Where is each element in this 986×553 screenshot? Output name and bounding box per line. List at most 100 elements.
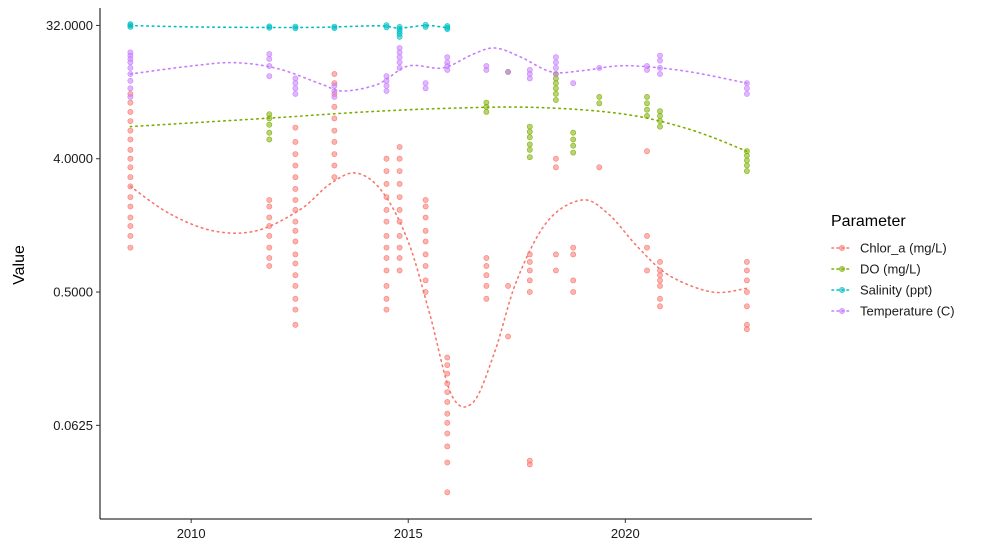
legend-item-chlor-a-mg-l: Chlor_a (mg/L) [831,241,947,256]
point-salinity-ppt [422,21,429,28]
point-chlor-a-mg-l [444,459,451,466]
point-chlor-a-mg-l [526,277,533,284]
point-do-mg-l [266,121,273,128]
point-do-mg-l [570,129,577,136]
point-do-mg-l [483,109,490,115]
legend: Parameter Chlor_a (mg/L) DO (mg/L) Salinit… [831,213,955,319]
x-tick-label: 2020 [611,526,640,541]
series-chlor-a-mg-l-points [127,71,750,496]
point-chlor-a-mg-l [127,223,134,229]
x-tick-label: 2015 [394,526,423,541]
point-do-mg-l [553,97,559,103]
point-temperature-c [553,59,559,66]
point-temperature-c [657,65,663,71]
point-do-mg-l [644,94,650,100]
point-temperature-c [744,91,750,97]
data-points [127,21,750,496]
point-chlor-a-mg-l [396,232,403,239]
point-chlor-a-mg-l [292,151,299,157]
point-chlor-a-mg-l [383,180,390,187]
point-chlor-a-mg-l [292,272,299,279]
point-chlor-a-mg-l [644,267,650,274]
point-chlor-a-mg-l [331,174,338,181]
y-axis-title: Value [11,245,28,285]
point-do-mg-l [644,100,650,107]
point-do-mg-l [744,148,750,155]
point-chlor-a-mg-l [127,214,134,221]
point-chlor-a-mg-l [596,164,603,171]
point-chlor-a-mg-l [570,244,577,251]
point-do-mg-l [553,80,559,87]
point-temperature-c [596,65,603,71]
point-do-mg-l [526,141,533,148]
point-chlor-a-mg-l [396,194,403,200]
point-chlor-a-mg-l [570,277,577,284]
point-temperature-c [644,63,650,69]
point-temperature-c [657,52,663,59]
point-chlor-a-mg-l [444,443,451,450]
point-do-mg-l [644,113,650,119]
point-do-mg-l [570,136,577,143]
point-chlor-a-mg-l [127,99,134,106]
point-chlor-a-mg-l [383,255,390,261]
legend-item-do-mg-l: DO (mg/L) [831,262,921,277]
point-chlor-a-mg-l [422,197,429,203]
point-chlor-a-mg-l [127,136,134,143]
point-chlor-a-mg-l [266,203,273,210]
point-do-mg-l [526,128,533,135]
point-chlor-a-mg-l [444,370,451,377]
point-do-mg-l [596,100,603,107]
point-chlor-a-mg-l [266,223,273,229]
point-chlor-a-mg-l [383,206,390,213]
point-chlor-a-mg-l [396,168,403,174]
point-temperature-c [127,65,134,71]
point-temperature-c [396,65,403,71]
point-chlor-a-mg-l [292,162,299,169]
point-chlor-a-mg-l [292,260,299,267]
point-temperature-c [127,49,134,56]
point-chlor-a-mg-l [444,380,451,387]
point-chlor-a-mg-l [292,197,299,203]
point-chlor-a-mg-l [396,267,403,274]
point-chlor-a-mg-l [444,489,451,496]
x-tick-label: 2010 [177,526,206,541]
point-chlor-a-mg-l [127,146,134,153]
point-chlor-a-mg-l [383,306,390,313]
point-chlor-a-mg-l [331,138,338,145]
point-chlor-a-mg-l [331,127,338,134]
point-chlor-a-mg-l [422,238,429,245]
legend-item-salinity-ppt: Salinity (ppt) [831,283,932,298]
point-chlor-a-mg-l [526,289,533,295]
point-chlor-a-mg-l [383,232,390,239]
point-do-mg-l [657,118,663,124]
point-chlor-a-mg-l [127,203,134,210]
point-chlor-a-mg-l [444,410,451,417]
point-chlor-a-mg-l [422,214,429,221]
point-temperature-c [657,57,663,64]
point-temperature-c [553,54,559,61]
point-chlor-a-mg-l [657,303,663,310]
point-chlor-a-mg-l [383,194,390,200]
point-temperature-c [657,71,663,77]
point-chlor-a-mg-l [657,258,663,265]
series-salinity-ppt-points [127,21,451,40]
point-salinity-ppt [331,23,338,30]
point-do-mg-l [657,108,663,115]
point-chlor-a-mg-l [331,151,338,157]
point-temperature-c [396,54,403,61]
point-do-mg-l [744,162,750,169]
point-temperature-c [444,54,451,61]
point-chlor-a-mg-l [744,267,750,274]
point-chlor-a-mg-l [292,238,299,245]
point-chlor-a-mg-l [331,162,338,169]
point-salinity-ppt [266,23,273,30]
point-chlor-a-mg-l [422,289,429,295]
point-chlor-a-mg-l [644,148,650,155]
point-chlor-a-mg-l [483,282,490,289]
point-chlor-a-mg-l [292,282,299,289]
point-temperature-c [331,88,338,94]
point-temperature-c [292,85,299,92]
point-chlor-a-mg-l [553,267,559,274]
